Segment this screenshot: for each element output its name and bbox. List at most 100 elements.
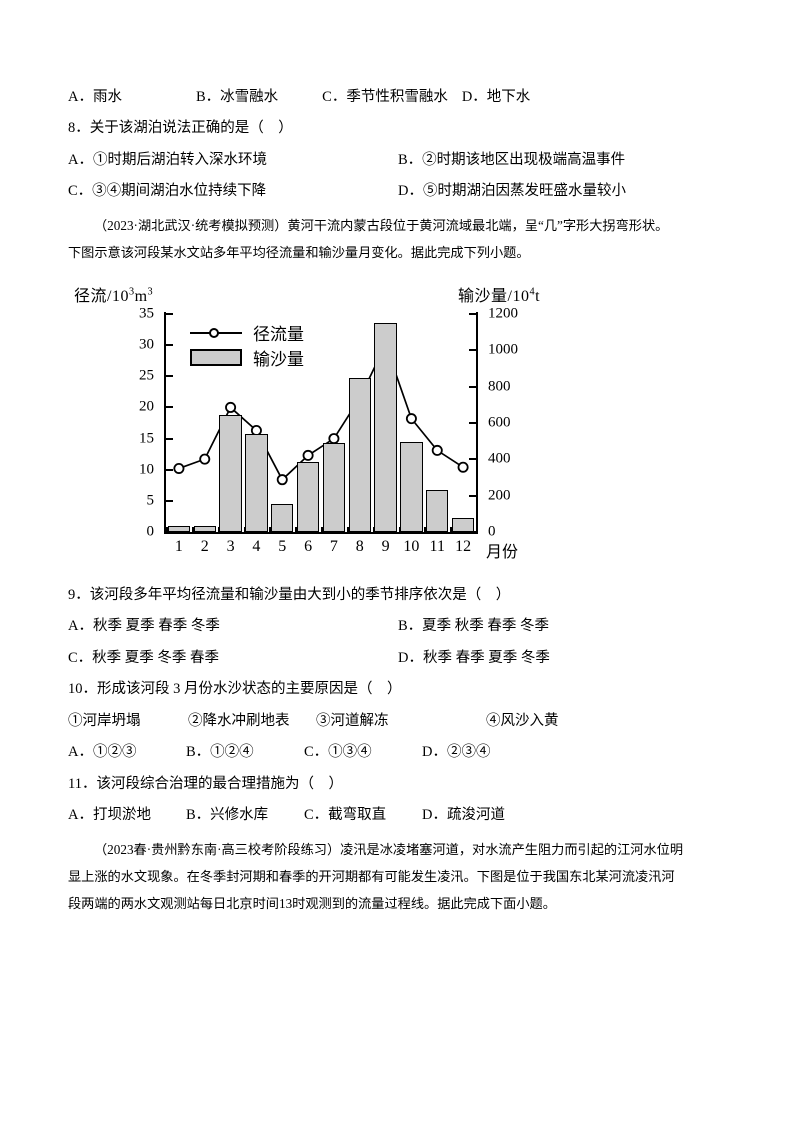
q7-option-a: A．雨水 [68, 89, 122, 105]
q8-option-d: D．⑤时期湖泊因蒸发旺盛水量较小 [398, 183, 626, 200]
chart-y-tick-right [469, 531, 476, 533]
chart-plot-area: 径流量 输沙量 0 5 10 15 20 25 30 35 0 200 400 600 800 1000 1… [139, 306, 518, 555]
line-swatch-icon [190, 326, 242, 340]
q8-options-row-1: A．①时期后湖泊转入深水环境 B．②时期该地区出现极端高温事件 [68, 149, 728, 171]
chart-bar [426, 489, 449, 532]
legend-entry-sediment: 输沙量 [190, 345, 340, 370]
chart-x-tick [269, 527, 272, 534]
chart-bar [296, 461, 320, 532]
chart-right-axis [476, 312, 478, 534]
chart-y-ticklabel-right: 800 [488, 378, 511, 395]
q9-stem: 9．该河段多年平均径流量和输沙量由大到小的季节排序依次是（ ） [68, 587, 511, 603]
q11-option-b: B．兴修水库 [186, 807, 269, 824]
q7-option-d: D．地下水 [461, 89, 531, 105]
chart-line-marker [405, 413, 417, 425]
chart-bar [322, 442, 345, 532]
chart-line-marker [457, 461, 469, 473]
q9-options-row-2: C．秋季 夏季 冬季 春季 D．秋季 春季 夏季 冬季 [68, 647, 728, 669]
chart-line-marker [328, 433, 340, 445]
chart-x-tick [321, 527, 323, 534]
chart-y-ticklabel-right: 1000 [488, 341, 518, 358]
q10-option-b: B．①②④ [186, 744, 254, 761]
chart-bar [193, 525, 216, 532]
chart-y-ticklabel-right: 400 [488, 450, 511, 467]
chart-x-ticklabel: 5 [278, 538, 287, 555]
chart-bar [167, 525, 190, 532]
chart-bar [245, 434, 268, 532]
chart-x-tick [450, 527, 453, 534]
chart-y-ticklabel-left: 30 [139, 336, 154, 353]
q11-option-c: C．截弯取直 [304, 807, 387, 824]
chart-x-tick [424, 527, 427, 534]
chart-y-tick-left [166, 375, 173, 378]
chart-y-ticklabel-left: 10 [139, 461, 154, 478]
chart-line-marker [225, 401, 237, 413]
chart-y-ticklabel-right: 600 [488, 414, 511, 431]
chart-y-ticklabel-right: 0 [488, 523, 496, 540]
q11-options-row: A．打坝淤地 B．兴修水库 C．截弯取直 D．疏浚河道 [68, 804, 728, 826]
q7-option-b: B．冰雪融水 [195, 89, 279, 105]
chart-x-tick [217, 527, 220, 534]
chart-x-ticklabel: 6 [304, 538, 313, 555]
chart-y-tick-right [469, 494, 476, 497]
chart-y-ticklabel-left: 5 [146, 492, 155, 509]
chart-x-ticklabel: 9 [381, 538, 390, 555]
chart-x-tick [398, 527, 401, 534]
chart-y-tick-right [469, 385, 476, 388]
chart-x-ticklabel: 2 [200, 538, 209, 555]
chart-x-ticklabel: 1 [174, 538, 183, 555]
legend-label-runoff: 径流量 [253, 325, 304, 344]
chart-bar [271, 503, 294, 532]
chart-x-tick [243, 527, 246, 534]
q11-stem: 11．该河段综合治理的最合理措施为（ ） [68, 775, 343, 792]
chart-y-ticklabel-right: 200 [488, 487, 511, 504]
chart-x-ticklabel: 3 [226, 538, 235, 555]
chart-y-ticklabel-left: 35 [139, 305, 154, 322]
q11-option-d: D．疏浚河道 [422, 807, 505, 824]
chart-y-tick-left [166, 313, 173, 315]
chart-line-marker [302, 449, 314, 461]
q8-stem: 8．关于该湖泊说法正确的是（ ） [68, 120, 293, 137]
chart-line-marker [431, 444, 443, 456]
legend-label-sediment: 输沙量 [253, 350, 304, 369]
chart-y-ticklabel-left: 20 [139, 398, 154, 415]
q8-option-b: B．②时期该地区出现极端高温事件 [398, 151, 626, 168]
chart-y-tick-left [166, 531, 173, 533]
chart-y-ticklabel-right: 1200 [488, 305, 518, 322]
chart-line-marker [199, 453, 211, 465]
chart-y-axis-right-label: 输沙量/104t [458, 286, 541, 305]
chart-bar [451, 518, 475, 532]
chart-y-tick-right [469, 458, 476, 461]
chart-left-axis [164, 312, 166, 534]
q10-item-4: ④风沙入黄 [486, 712, 559, 729]
spacer [278, 86, 322, 108]
q10-option-c: C．①③④ [304, 744, 372, 761]
q10-option-a: A．①②③ [68, 744, 137, 761]
chart-x-ticklabel: 11 [429, 538, 445, 555]
chart-y-ticklabel-left: 0 [146, 523, 155, 540]
q7-option-c: C．季节性积雪融水 [322, 89, 448, 105]
legend-entry-runoff: 径流量 [190, 320, 340, 345]
chart-y-tick-right [469, 349, 476, 352]
chart-x-tick [372, 527, 375, 534]
chart-y-tick-right [469, 313, 476, 315]
runoff-sediment-chart: 径流/103m3 输沙量/104t 径流量 输沙量 0 5 10 1 [68, 280, 728, 580]
chart-x-tick [166, 527, 168, 534]
chart-y-tick-left [166, 499, 173, 502]
chart-y-ticklabel-left: 25 [139, 367, 154, 384]
q10-item-3: ③河道解冻 [316, 712, 389, 729]
spacer [448, 86, 462, 108]
page-content: A．雨水 B．冰雪融水 C．季节性积雪融水 D．地下水 8．关于该湖泊说法正确的… [68, 86, 728, 917]
passage2-line1: （2023春·贵州黔东南·高三校考阶段练习）凌汛是冰凌堵塞河道，对水流产生阻力而… [94, 841, 684, 857]
passage1-line1: （2023·湖北武汉·统考模拟预测）黄河干流内蒙古段位于黄河流域最北端，呈“几”… [94, 217, 669, 233]
chart-x-ticklabel: 8 [355, 538, 364, 555]
chart-x-tick [191, 527, 194, 534]
chart-line-marker [173, 462, 185, 474]
chart-y-tick-right [469, 422, 476, 424]
chart-x-tick [295, 527, 298, 534]
q8-option-c: C．③④期间湖泊水位持续下降 [68, 183, 267, 200]
chart-y-tick-left [166, 468, 173, 471]
q10-item-2: ②降水冲刷地表 [188, 712, 290, 729]
chart-line-marker [276, 474, 288, 486]
q9-option-a: A．秋季 夏季 春季 冬季 [68, 618, 220, 635]
